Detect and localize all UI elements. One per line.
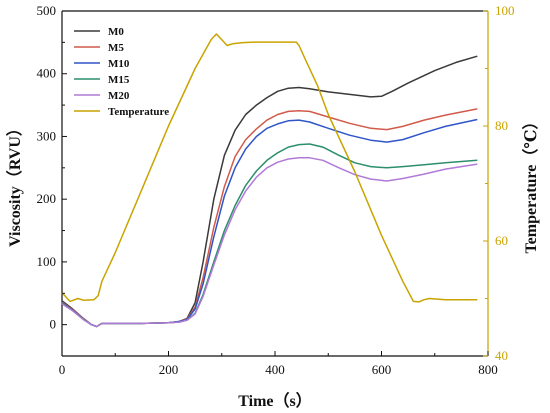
y-tick-label: 0	[50, 317, 57, 332]
x-tick-label: 600	[372, 362, 392, 377]
legend-label: M0	[108, 26, 124, 38]
y-tick-label: 500	[37, 3, 57, 18]
series-line-temperature	[61, 33, 478, 303]
x-tick-label: 400	[265, 362, 285, 377]
legend: M0 M5 M10 M15 M20 Temperature	[74, 26, 169, 118]
y2-tick-label: 100	[495, 3, 515, 18]
y2-tick-label: 80	[495, 118, 508, 133]
series-line-m15	[61, 143, 478, 328]
y-axis-right-title: Temperature（℃）	[522, 113, 540, 253]
series-layer	[61, 33, 478, 328]
y-axis-left-title: Viscosity（RVU）	[6, 120, 24, 247]
y-tick-label: 300	[37, 128, 57, 143]
series-line-m10	[61, 118, 478, 328]
x-tick-label: 0	[59, 362, 66, 377]
y-axis-left-ticks: 0 100 200 300 400 500	[37, 3, 67, 357]
legend-label: M5	[108, 42, 124, 54]
y-tick-label: 400	[37, 66, 57, 81]
y-tick-label: 100	[37, 254, 57, 269]
y2-tick-label: 40	[495, 348, 508, 363]
legend-label: M20	[108, 90, 130, 102]
x-tick-label: 800	[478, 362, 498, 377]
series-line-m20	[61, 157, 478, 328]
y-tick-label: 200	[37, 191, 57, 206]
y-axis-right-ticks: 40 60 80 100	[483, 3, 515, 363]
legend-label: M10	[108, 58, 130, 70]
x-axis-ticks: 0 200 400 600 800	[59, 351, 498, 377]
x-axis-title: Time（s）	[238, 392, 312, 410]
y2-tick-label: 60	[495, 233, 508, 248]
legend-label: Temperature	[108, 106, 169, 118]
series-line-m5	[61, 108, 478, 328]
x-tick-label: 200	[159, 362, 179, 377]
legend-label: M15	[108, 74, 130, 86]
